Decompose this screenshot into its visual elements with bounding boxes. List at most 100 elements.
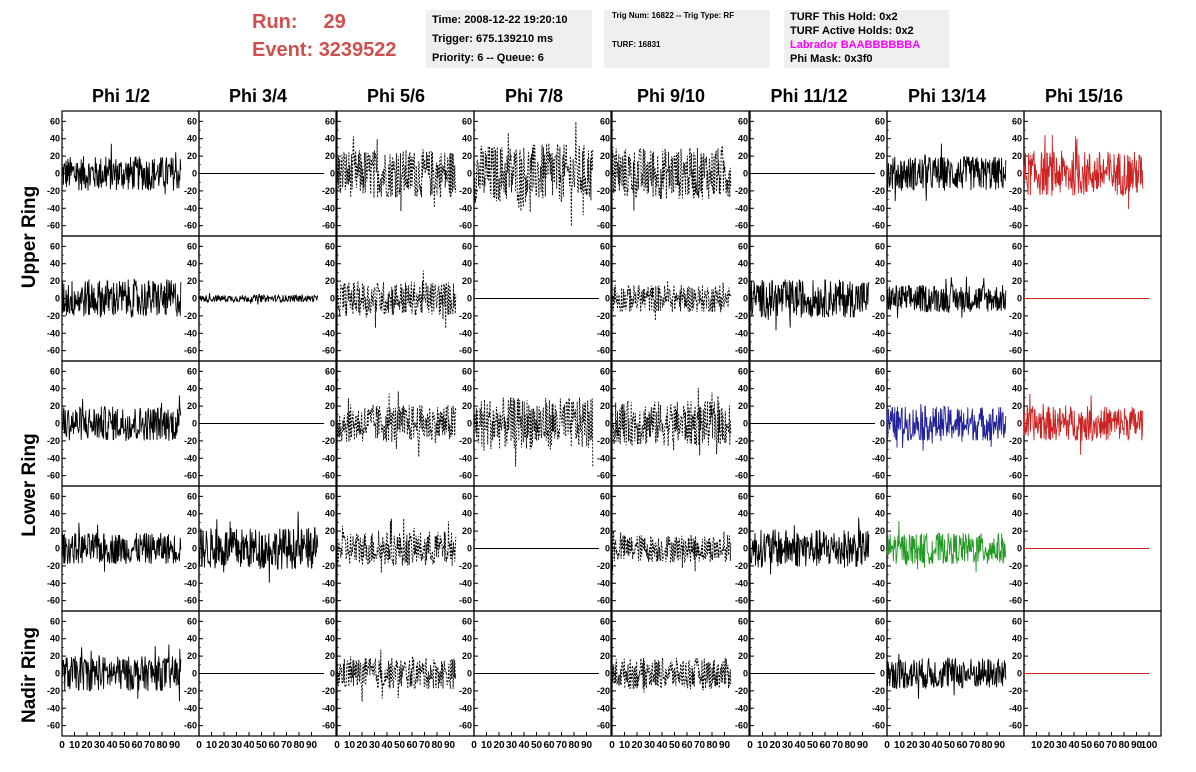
x-tick-label: 40: [381, 740, 393, 751]
y-tick-label: -40: [597, 328, 610, 338]
y-tick-label: 0: [743, 419, 748, 429]
y-tick-label: 20: [875, 651, 885, 661]
x-tick-label: 90: [169, 740, 181, 751]
x-tick-label: 90: [719, 740, 731, 751]
waveform-trace: [886, 143, 1007, 202]
y-tick-label: 40: [600, 134, 610, 144]
y-tick-label: -20: [459, 311, 472, 321]
y-tick-label: -40: [459, 453, 472, 463]
waveform-trace: [61, 143, 182, 195]
x-tick-label: 50: [669, 740, 681, 751]
column-header-phi-7-8: Phi 7/8: [504, 86, 564, 106]
y-tick-label: -60: [872, 721, 885, 731]
x-tick-label: 70: [556, 740, 568, 751]
x-tick-label: 0: [609, 740, 615, 751]
y-tick-label: 0: [192, 169, 197, 179]
x-tick-label: 60: [1093, 740, 1105, 751]
y-tick-label: 20: [325, 276, 335, 286]
y-tick-label: 60: [875, 491, 885, 501]
y-tick-label: -60: [459, 721, 472, 731]
y-tick-label: -20: [322, 686, 335, 696]
y-tick-label: -20: [184, 186, 197, 196]
y-tick-label: 0: [330, 169, 335, 179]
x-tick-label: 50: [256, 740, 268, 751]
x-tick-label: 70: [1106, 740, 1118, 751]
x-tick-label: 10: [894, 740, 906, 751]
y-tick-label: 40: [875, 634, 885, 644]
y-tick-label: 20: [1012, 526, 1022, 536]
y-tick-label: -40: [872, 703, 885, 713]
y-tick-label: 20: [875, 276, 885, 286]
y-tick-label: 0: [880, 169, 885, 179]
y-tick-label: -20: [184, 561, 197, 571]
y-tick-label: 20: [1012, 651, 1022, 661]
y-tick-label: 20: [738, 651, 748, 661]
x-tick-label: 90: [444, 740, 456, 751]
y-tick-label: 40: [325, 259, 335, 269]
priority-text: Priority: 6 -- Queue: 6: [432, 52, 544, 64]
y-tick-label: -40: [184, 578, 197, 588]
y-tick-label: 0: [1017, 669, 1022, 679]
y-tick-label: 60: [325, 241, 335, 251]
y-tick-label: 0: [605, 544, 610, 554]
run-event-header: Run: 29 Event: 3239522: [252, 8, 397, 64]
y-tick-label: 20: [462, 151, 472, 161]
x-tick-label: 60: [543, 740, 555, 751]
y-tick-label: 0: [330, 544, 335, 554]
y-tick-label: -20: [597, 436, 610, 446]
y-tick-label: 0: [743, 294, 748, 304]
y-tick-label: -40: [47, 453, 60, 463]
x-tick-label: 20: [769, 740, 781, 751]
y-tick-label: 20: [325, 651, 335, 661]
y-tick-label: -20: [1009, 311, 1022, 321]
y-tick-label: 40: [738, 384, 748, 394]
y-tick-label: 60: [50, 241, 60, 251]
y-tick-label: 60: [1012, 491, 1022, 501]
x-tick-label: 90: [306, 740, 318, 751]
y-tick-label: 0: [743, 544, 748, 554]
y-tick-label: -40: [735, 203, 748, 213]
y-tick-label: 20: [738, 401, 748, 411]
y-tick-label: -20: [47, 311, 60, 321]
y-tick-label: -40: [459, 578, 472, 588]
x-tick-label: 90: [857, 740, 869, 751]
y-tick-label: -60: [184, 221, 197, 231]
y-tick-label: -20: [322, 561, 335, 571]
y-tick-label: 0: [330, 294, 335, 304]
y-tick-label: -60: [322, 471, 335, 481]
x-tick-label: 60: [956, 740, 968, 751]
x-tick-label: 20: [493, 740, 505, 751]
y-tick-label: -40: [872, 453, 885, 463]
x-tick-label: 10: [69, 740, 81, 751]
y-tick-label: 20: [50, 151, 60, 161]
waveform-trace: [473, 397, 594, 468]
y-tick-label: 60: [1012, 241, 1022, 251]
y-tick-label: 40: [1012, 634, 1022, 644]
y-tick-label: 40: [600, 634, 610, 644]
y-tick-label: 60: [50, 116, 60, 126]
y-tick-label: 0: [743, 169, 748, 179]
waveform-trace: [473, 121, 594, 227]
y-tick-label: -60: [872, 471, 885, 481]
y-tick-label: 0: [55, 169, 60, 179]
waveform-trace: [198, 511, 319, 583]
y-tick-label: -60: [184, 471, 197, 481]
y-tick-label: -20: [47, 561, 60, 571]
waveform-trace: [61, 395, 182, 441]
y-tick-label: 40: [600, 384, 610, 394]
y-tick-label: 0: [1017, 544, 1022, 554]
y-tick-label: 20: [325, 151, 335, 161]
waveform-trace: [336, 136, 457, 211]
x-tick-label: 0: [196, 740, 202, 751]
event-value: 3239522: [318, 39, 397, 61]
x-tick-label: 20: [356, 740, 368, 751]
column-header-phi-5-6: Phi 5/6: [366, 86, 426, 106]
y-tick-label: 60: [600, 616, 610, 626]
y-tick-label: -20: [735, 686, 748, 696]
y-tick-label: -40: [735, 578, 748, 588]
y-tick-label: 20: [462, 276, 472, 286]
y-tick-label: 0: [55, 544, 60, 554]
y-tick-label: -40: [459, 703, 472, 713]
y-tick-label: 20: [462, 651, 472, 661]
